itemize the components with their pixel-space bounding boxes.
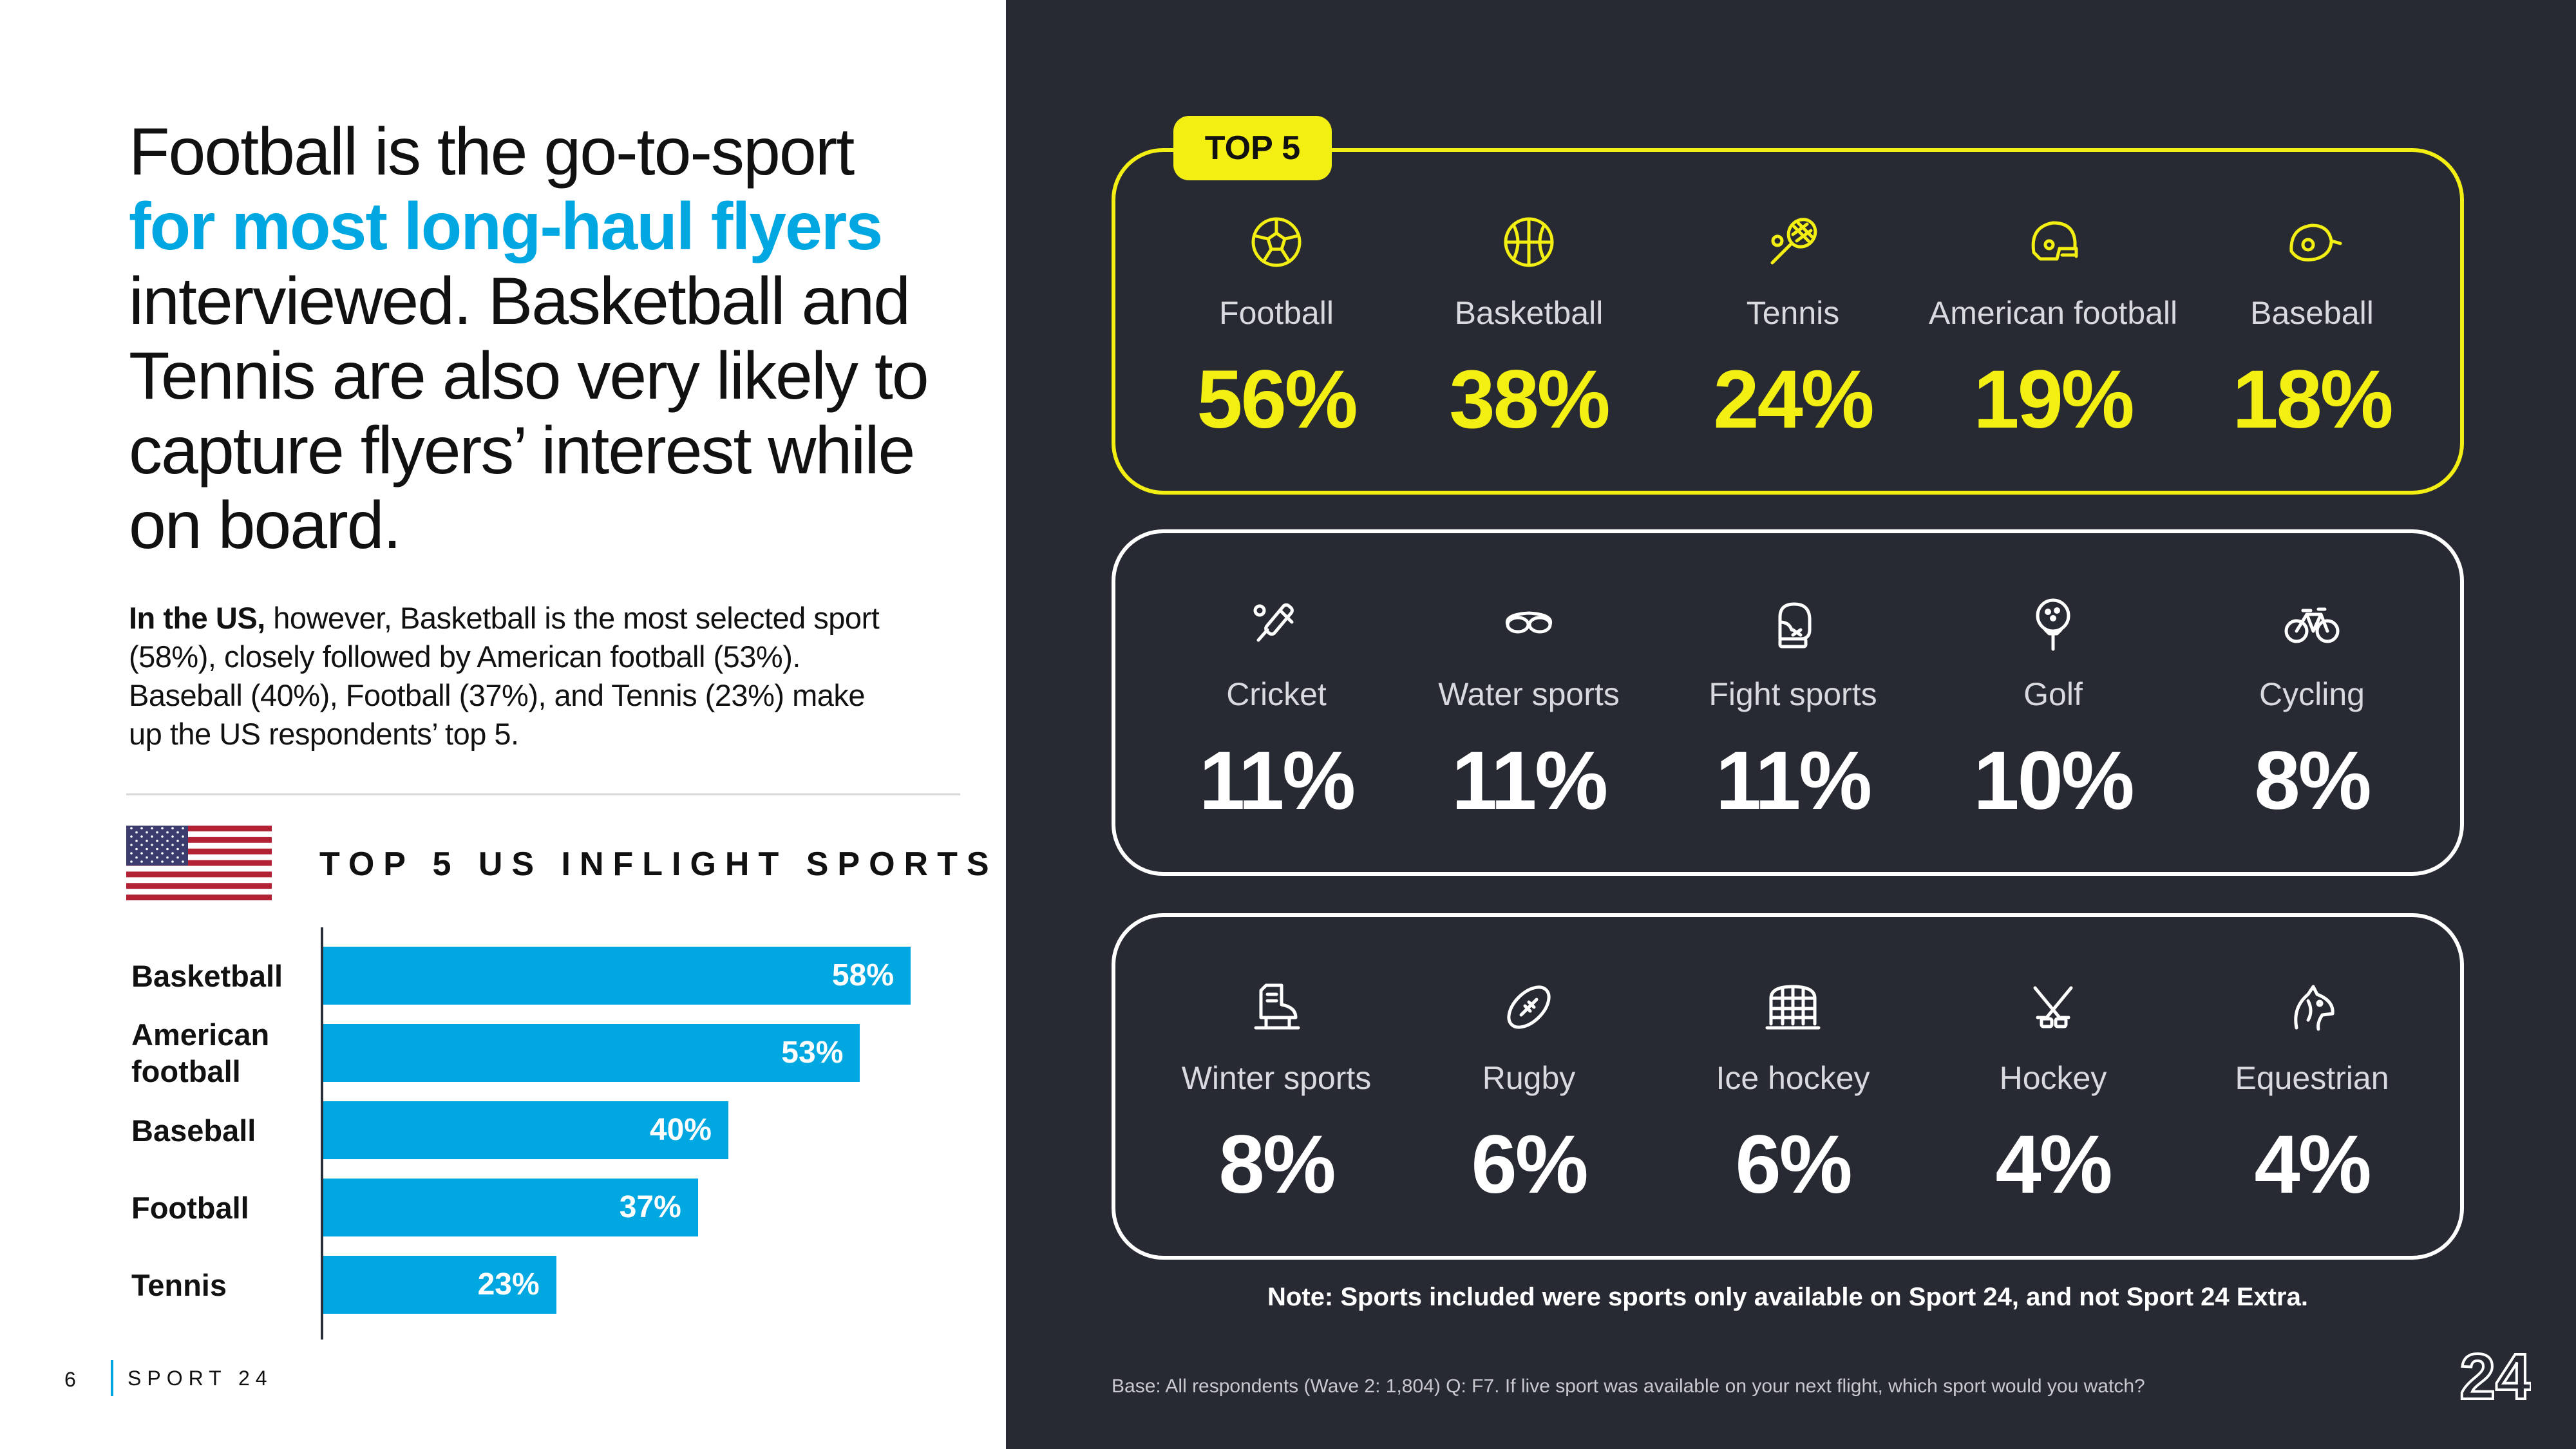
swim-goggles-icon bbox=[1505, 611, 1553, 634]
sport-name: Winter sports bbox=[1181, 1060, 1372, 1096]
sport-item-water-sports: Water sports 11% bbox=[1400, 591, 1658, 823]
us-bar-category-label: Basketball bbox=[131, 958, 283, 993]
sport-item-hockey: Hockey 4% bbox=[1924, 975, 2182, 1207]
divider bbox=[126, 793, 960, 795]
boxing-glove-icon bbox=[1778, 602, 1812, 649]
rugby-ball-icon bbox=[1507, 985, 1551, 1029]
sport-name: Football bbox=[1219, 295, 1334, 331]
us-bar-baseball bbox=[323, 1101, 728, 1159]
sport-percent: 6% bbox=[1735, 1119, 1853, 1211]
sport-percent: 6% bbox=[1471, 1119, 1589, 1211]
us-bar-category-label: Tennis bbox=[131, 1267, 227, 1302]
us-summary: In the US, however, Basketball is the mo… bbox=[129, 599, 902, 753]
us-bar-american-football bbox=[323, 1024, 860, 1082]
sport-name: Ice hockey bbox=[1716, 1060, 1870, 1096]
sport-name: Baseball bbox=[2250, 295, 2374, 331]
headline-highlight: for most long-haul flyers bbox=[129, 189, 883, 264]
us-bar-value: 23% bbox=[477, 1267, 540, 1302]
sport-percent: 11% bbox=[1715, 735, 1872, 827]
sport-item-basketball: Basketball 38% bbox=[1400, 210, 1658, 442]
us-bar-football bbox=[323, 1179, 698, 1236]
sport-percent: 56% bbox=[1197, 354, 1358, 446]
sport-name: Water sports bbox=[1438, 676, 1620, 712]
sport-item-golf: Golf 10% bbox=[1924, 591, 2182, 823]
sport-percent: 24% bbox=[1713, 354, 1874, 446]
tennis-racket-icon bbox=[1770, 218, 1817, 265]
sport-percent: 4% bbox=[1995, 1119, 2113, 1211]
sport-percent: 8% bbox=[1218, 1119, 1336, 1211]
us-summary-text: however, Basketball is the most selected… bbox=[129, 601, 880, 751]
sport-name: Rugby bbox=[1482, 1060, 1576, 1096]
hockey-goal-icon bbox=[1765, 985, 1821, 1030]
cricket-bat-icon bbox=[1253, 603, 1294, 642]
baseball-helmet-icon bbox=[2289, 223, 2342, 261]
sport-item-cycling: Cycling 8% bbox=[2183, 591, 2441, 823]
hockey-sticks-icon bbox=[2033, 986, 2073, 1028]
headline-rest: interviewed. Basketball and Tennis are a… bbox=[129, 264, 929, 563]
sport-name: American football bbox=[1928, 295, 2178, 331]
note: Note: Sports included were sports only a… bbox=[1267, 1283, 2308, 1311]
us-bar-category-label: American football bbox=[131, 1018, 270, 1088]
soccer-ball-icon bbox=[1251, 217, 1302, 267]
svg-text:24: 24 bbox=[2460, 1341, 2531, 1410]
sport-percent: 8% bbox=[2254, 735, 2372, 827]
third-tier-box bbox=[1112, 913, 2464, 1260]
second-tier-box bbox=[1112, 529, 2464, 876]
basketball-icon bbox=[1504, 217, 1554, 267]
sport-item-american-football: American football 19% bbox=[1924, 210, 2182, 442]
sport24-logo-icon: 24 bbox=[2460, 1340, 2531, 1410]
sport-percent: 38% bbox=[1449, 354, 1610, 446]
sport-name: Hockey bbox=[1999, 1060, 2107, 1096]
sport-name: Fight sports bbox=[1709, 676, 1877, 712]
base-text: Base: All respondents (Wave 2: 1,804) Q:… bbox=[1112, 1376, 2145, 1397]
sport-item-winter-sports: Winter sports 8% bbox=[1148, 975, 1405, 1207]
sport-name: Basketball bbox=[1454, 295, 1604, 331]
sport-item-football: Football 56% bbox=[1148, 210, 1405, 442]
top5-tag: TOP 5 bbox=[1173, 116, 1332, 180]
us-bar-value: 37% bbox=[619, 1190, 681, 1224]
sport-name: Equestrian bbox=[2235, 1060, 2389, 1096]
us-bar-value: 53% bbox=[781, 1036, 844, 1070]
page-number: 6 bbox=[64, 1368, 76, 1391]
us-bar-value: 40% bbox=[649, 1113, 712, 1147]
ice-skate-icon bbox=[1254, 983, 1300, 1030]
top5-box bbox=[1112, 148, 2464, 495]
sport-item-rugby: Rugby 6% bbox=[1400, 975, 1658, 1207]
us-summary-bold: In the US, bbox=[129, 601, 265, 635]
headline-line1: Football is the go-to-sport bbox=[129, 115, 855, 189]
sport-item-baseball: Baseball 18% bbox=[2183, 210, 2441, 442]
left-panel: Football is the go-to-sport for most lon… bbox=[0, 0, 1006, 1449]
footer-divider bbox=[111, 1360, 113, 1396]
us-bar-value: 58% bbox=[831, 958, 894, 992]
footer-brand: SPORT 24 bbox=[128, 1367, 273, 1390]
headline: Football is the go-to-sport for most lon… bbox=[129, 115, 985, 563]
sport-percent: 4% bbox=[2254, 1119, 2372, 1211]
sport-name: Cycling bbox=[2259, 676, 2365, 712]
us-chart-title: TOP 5 US INFLIGHT SPORTS bbox=[319, 846, 998, 883]
sport-name: Tennis bbox=[1746, 295, 1840, 331]
sport-percent: 11% bbox=[1451, 735, 1608, 827]
bicycle-icon bbox=[2284, 607, 2340, 643]
golf-ball-icon bbox=[2036, 598, 2070, 651]
us-flag-icon bbox=[126, 826, 272, 900]
sport-item-ice-hockey: Ice hockey 6% bbox=[1664, 975, 1922, 1207]
sport-name: Cricket bbox=[1226, 676, 1327, 712]
sport-percent: 19% bbox=[1973, 354, 2134, 446]
sport-item-fight-sports: Fight sports 11% bbox=[1664, 591, 1922, 823]
sport-item-cricket: Cricket 11% bbox=[1148, 591, 1405, 823]
horse-head-icon bbox=[2294, 985, 2334, 1031]
us-bar-tennis bbox=[323, 1256, 556, 1314]
sport-name: Golf bbox=[2023, 676, 2083, 712]
us-bar-category-label: Baseball bbox=[131, 1113, 256, 1148]
football-helmet-icon bbox=[2031, 221, 2078, 261]
sport-percent: 10% bbox=[1973, 735, 2134, 827]
sport-percent: 11% bbox=[1198, 735, 1356, 827]
us-bar-category-label: Football bbox=[131, 1190, 249, 1225]
us-chart-axis bbox=[321, 927, 323, 1340]
sport-item-equestrian: Equestrian 4% bbox=[2183, 975, 2441, 1207]
sport-item-tennis: Tennis 24% bbox=[1664, 210, 1922, 442]
us-bar-basketball bbox=[323, 947, 911, 1005]
sport-percent: 18% bbox=[2232, 354, 2393, 446]
